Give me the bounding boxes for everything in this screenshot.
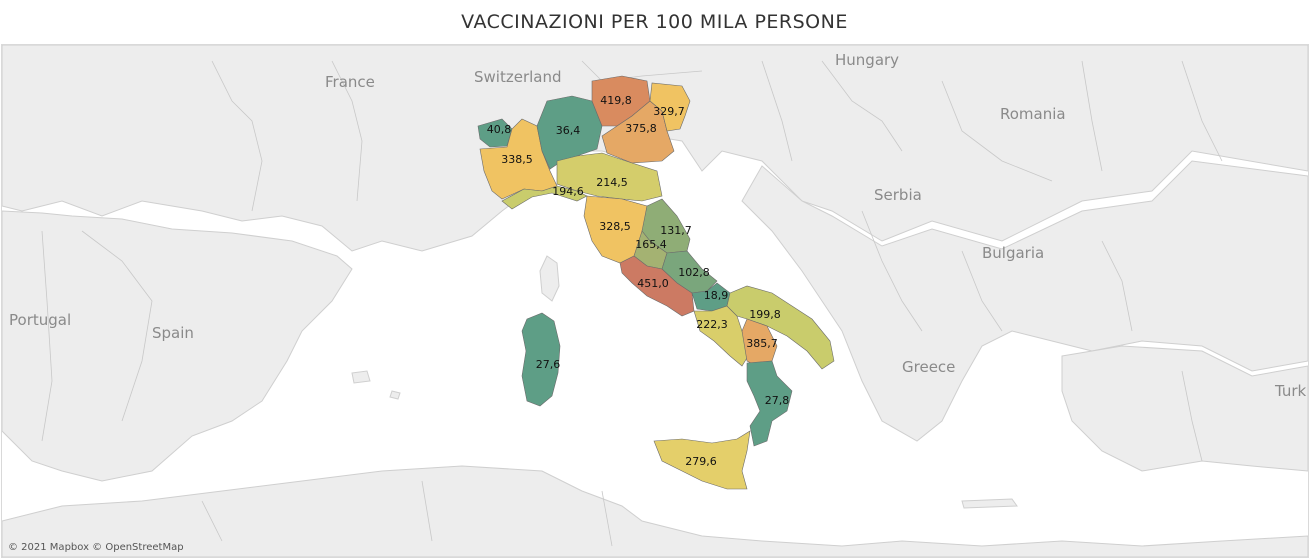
label-greece: Greece [902, 358, 955, 376]
value-toscana: 328,5 [599, 220, 631, 233]
value-puglia: 199,8 [749, 308, 781, 321]
label-switzerland: Switzerland [474, 68, 562, 86]
label-bulgaria: Bulgaria [982, 244, 1044, 262]
value-basilicata: 385,7 [746, 337, 778, 350]
value-lazio: 451,0 [637, 277, 669, 290]
value-sicilia: 279,6 [685, 455, 717, 468]
label-serbia: Serbia [874, 186, 922, 204]
label-spain: Spain [152, 324, 194, 342]
value-campania: 222,3 [696, 318, 728, 331]
value-friuli-venezia-giulia: 329,7 [653, 105, 685, 118]
value-valle-d-aosta: 40,8 [487, 123, 512, 136]
choropleth-map[interactable]: France Switzerland Hungary Romania Serbi… [1, 44, 1309, 558]
map-attribution[interactable]: © 2021 Mapbox © OpenStreetMap [8, 542, 184, 553]
value-emilia-romagna: 214,5 [596, 176, 628, 189]
value-trentino-alto-adige: 419,8 [600, 94, 632, 107]
map-title: VACCINAZIONI PER 100 MILA PERSONE [0, 0, 1309, 44]
value-marche: 131,7 [660, 224, 692, 237]
value-lombardia: 36,4 [556, 124, 581, 137]
value-liguria: 194,6 [552, 185, 584, 198]
value-abruzzo: 102,8 [678, 266, 710, 279]
label-france: France [325, 73, 375, 91]
label-romania: Romania [1000, 105, 1066, 123]
value-piemonte: 338,5 [501, 153, 533, 166]
label-portugal: Portugal [9, 311, 71, 329]
map-canvas[interactable]: France Switzerland Hungary Romania Serbi… [2, 45, 1308, 557]
value-veneto: 375,8 [625, 122, 657, 135]
value-umbria: 165,4 [635, 238, 667, 251]
value-molise: 18,9 [704, 289, 729, 302]
value-sardegna: 27,6 [536, 358, 561, 371]
label-turkey: Turk [1274, 382, 1307, 400]
value-calabria: 27,8 [765, 394, 790, 407]
label-hungary: Hungary [835, 51, 899, 69]
